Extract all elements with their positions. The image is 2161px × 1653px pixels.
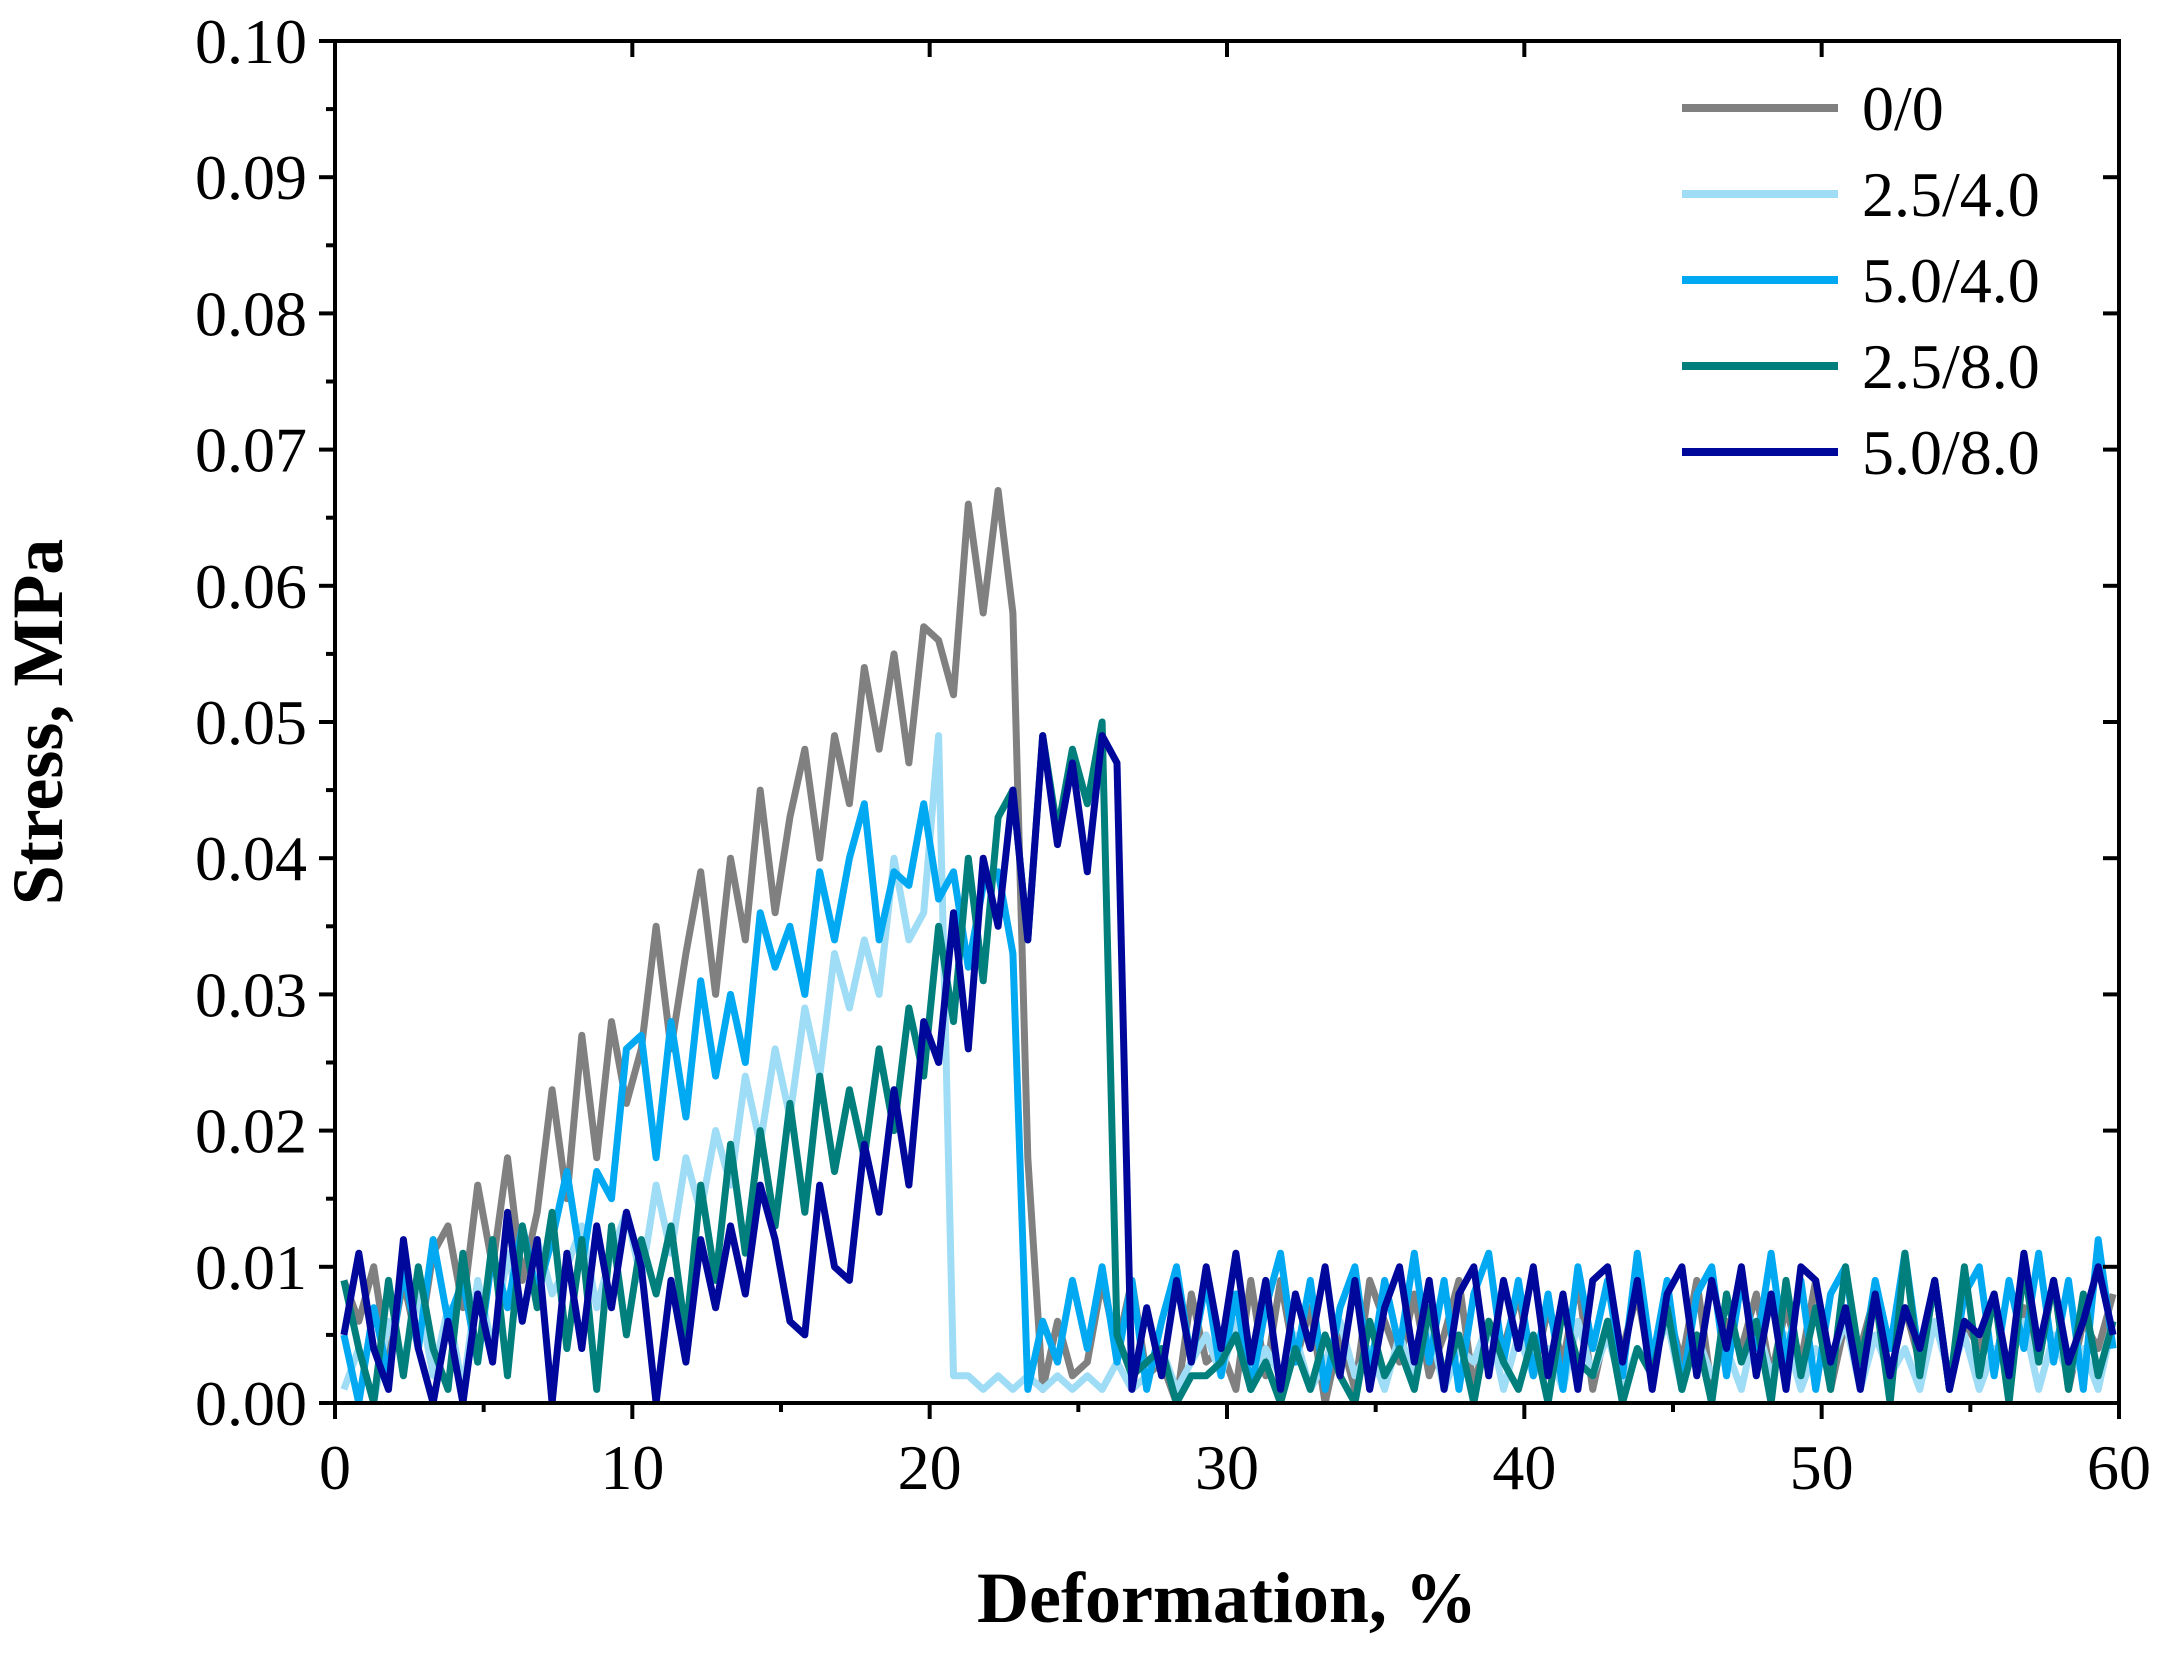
x-tick-label: 60 [2087,1432,2151,1503]
x-tick-label: 50 [1790,1432,1854,1503]
y-tick-label: 0.09 [195,142,307,213]
x-tick-label: 20 [898,1432,962,1503]
x-tick-label: 40 [1492,1432,1556,1503]
x-tick-label: 30 [1195,1432,1259,1503]
legend-label: 5.0/8.0 [1862,417,2040,488]
y-tick-label: 0.04 [195,823,307,894]
y-tick-label: 0.07 [195,415,307,486]
plot-frame [333,39,2121,1405]
axis-layer: 0 10 20 30 40 50 60 0.00 0.01 0.02 0.03 0.04 0.05 0.0… [195,6,2151,1503]
y-tick-label: 0.01 [195,1232,307,1303]
x-axis-title: Deformation, % [977,1558,1477,1638]
y-tick-label: 0.00 [195,1368,307,1439]
y-tick-label: 0.03 [195,959,307,1030]
legend-label: 5.0/4.0 [1862,245,2040,316]
y-tick-label: 0.08 [195,278,307,349]
legend-label: 2.5/8.0 [1862,331,2040,402]
series-line-3 [340,800,2117,1405]
y-tick-label: 0.05 [195,687,307,758]
y-tick-label: 0.06 [195,551,307,622]
series-line-5 [340,732,2117,1405]
legend-label: 2.5/4.0 [1862,159,2040,230]
series-layer [340,487,2117,1405]
legend: 0/0 2.5/4.0 5.0/4.0 2.5/8.0 5.0/8.0 [1682,73,2040,488]
x-tick-label: 10 [600,1432,664,1503]
x-tick-label: 0 [319,1432,351,1503]
y-tick-label: 0.10 [195,6,307,77]
y-tick-label: 0.02 [195,1096,307,1167]
legend-label: 0/0 [1862,73,1944,144]
y-axis-title: Stress, MPa [0,539,78,906]
